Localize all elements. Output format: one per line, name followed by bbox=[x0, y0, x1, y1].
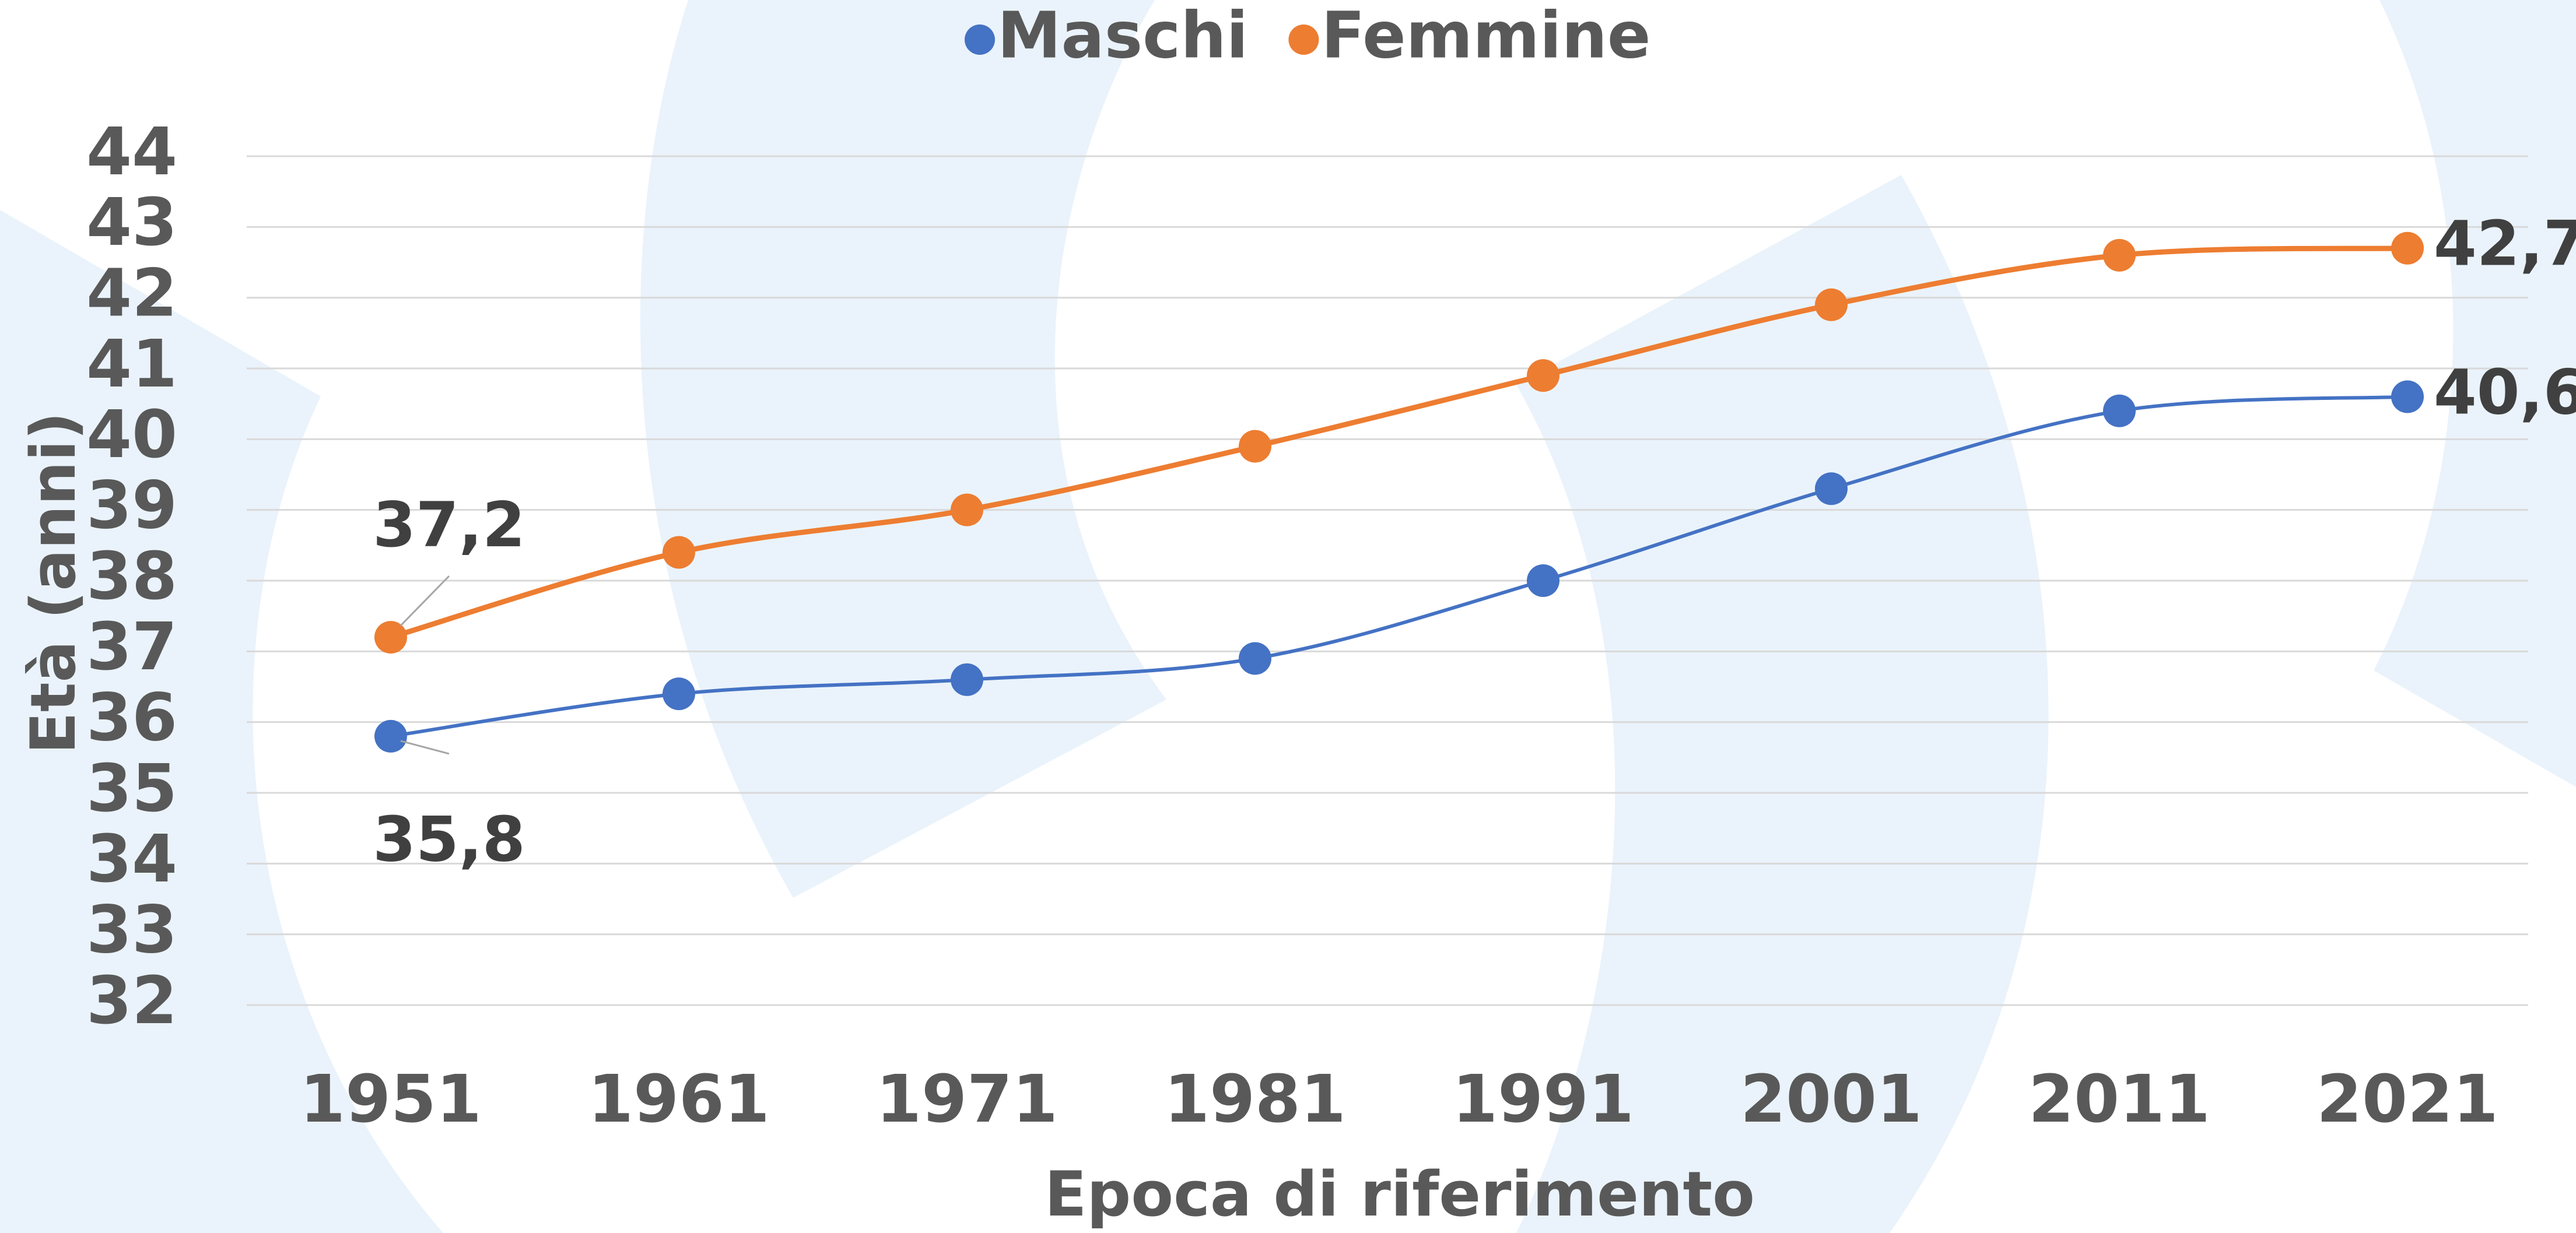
y-tick-label: 34 bbox=[86, 821, 177, 897]
legend-marker bbox=[965, 24, 995, 55]
x-tick-label: 1991 bbox=[1452, 1062, 1634, 1137]
data-point bbox=[374, 621, 407, 654]
y-tick-label: 41 bbox=[86, 326, 177, 402]
decor-shape bbox=[640, 0, 1166, 898]
y-tick-label: 33 bbox=[86, 892, 177, 968]
x-tick-label: 1951 bbox=[300, 1062, 482, 1137]
series-line bbox=[390, 395, 2408, 738]
series-line bbox=[390, 245, 2408, 640]
data-point bbox=[951, 663, 983, 696]
y-tick-label: 37 bbox=[86, 609, 177, 685]
legend-label: Maschi bbox=[997, 0, 1248, 72]
y-tick-label: 39 bbox=[86, 468, 177, 543]
data-point bbox=[951, 493, 983, 526]
data-point bbox=[663, 677, 695, 711]
data-point bbox=[1815, 472, 1848, 505]
legend-marker bbox=[1288, 24, 1319, 55]
data-point bbox=[1239, 430, 1271, 463]
x-tick-label: 2001 bbox=[1740, 1062, 1922, 1137]
data-label: 42,7 bbox=[2434, 208, 2576, 280]
data-point bbox=[2103, 238, 2136, 272]
legend: Maschi Femmine bbox=[965, 0, 1651, 72]
data-point bbox=[2391, 380, 2424, 413]
data-point bbox=[2391, 231, 2424, 265]
data-point bbox=[1239, 642, 1271, 675]
data-point bbox=[663, 536, 695, 569]
y-tick-label: 36 bbox=[86, 680, 177, 756]
leader-line bbox=[400, 740, 450, 755]
x-tick-label: 1961 bbox=[588, 1062, 770, 1137]
data-point bbox=[1815, 288, 1848, 321]
x-tick-label: 2011 bbox=[2028, 1062, 2210, 1137]
x-tick-label: 2021 bbox=[2316, 1062, 2498, 1137]
decor-shape bbox=[2374, 0, 2576, 787]
legend-label: Femmine bbox=[1321, 0, 1650, 72]
data-point bbox=[1527, 359, 1559, 392]
data-label: 40,6 bbox=[2434, 356, 2576, 428]
y-tick-label: 44 bbox=[86, 114, 177, 190]
data-point bbox=[2103, 394, 2136, 427]
leader-line bbox=[399, 575, 450, 627]
y-tick-label: 40 bbox=[86, 397, 177, 473]
x-axis-title: Epoca di riferimento bbox=[1045, 1158, 1755, 1230]
x-tick-label: 1971 bbox=[876, 1062, 1058, 1137]
y-tick-label: 43 bbox=[86, 185, 177, 261]
y-axis-title: Età (anni) bbox=[17, 412, 89, 754]
y-tick-label: 38 bbox=[86, 539, 177, 614]
data-point bbox=[1527, 564, 1559, 597]
y-tick-label: 32 bbox=[86, 963, 177, 1039]
decor-shape bbox=[0, 210, 443, 1233]
y-tick-label: 42 bbox=[86, 255, 177, 331]
data-point bbox=[374, 719, 407, 753]
x-tick-label: 1981 bbox=[1164, 1062, 1346, 1137]
data-label: 37,2 bbox=[373, 489, 525, 561]
data-label: 35,8 bbox=[373, 804, 525, 876]
y-tick-label: 35 bbox=[86, 751, 177, 827]
